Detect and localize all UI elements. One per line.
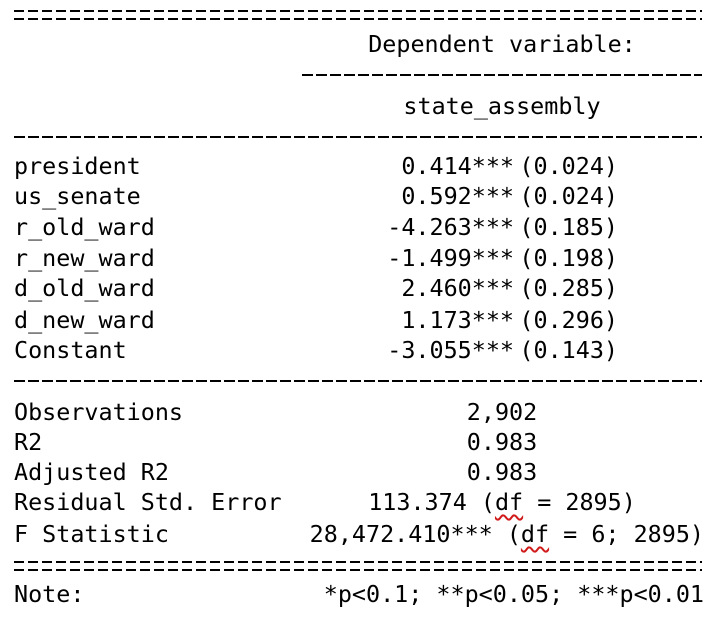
coef-estimate: -1.499***: [387, 244, 514, 272]
coef-name: d_old_ward: [14, 274, 155, 302]
coef-name: r_new_ward: [14, 244, 155, 272]
f-value-prefix: 28,472.410*** (: [309, 520, 521, 548]
rse-value: 113.374 (df = 2895): [302, 487, 702, 518]
f-stat-label: F Statistic: [14, 520, 169, 548]
r2-label: R2: [14, 428, 43, 456]
observations-label: Observations: [14, 398, 183, 426]
top-double-rule: [14, 10, 702, 20]
coef-estimate: -3.055***: [387, 336, 514, 364]
adj-r2-label: Adjusted R2: [14, 458, 169, 486]
f-value-suffix: = 6; 2895): [549, 520, 704, 548]
coef-estimate: 2.460***: [401, 274, 514, 302]
note-label: Note:: [14, 580, 85, 608]
stats-top-rule: [14, 380, 702, 382]
header-rule: [302, 74, 702, 76]
r2-value: 0.983: [466, 428, 538, 456]
coef-se: (0.024): [519, 182, 618, 210]
rse-value-suffix: = 2895): [523, 488, 636, 516]
coef-name: president: [14, 152, 141, 180]
f-stat-value: 28,472.410*** (df = 6; 2895): [310, 519, 704, 550]
coef-name: Constant: [14, 336, 127, 364]
rse-value-prefix: 113.374 (: [368, 488, 495, 516]
coef-name: d_new_ward: [14, 306, 155, 334]
coef-name: r_old_ward: [14, 213, 155, 241]
dependent-variable-title: Dependent variable:: [368, 30, 636, 58]
f-df: df: [520, 520, 550, 548]
rse-df: df: [494, 488, 524, 516]
coef-se: (0.185): [519, 213, 618, 241]
coef-se: (0.285): [519, 274, 618, 302]
observations-value: 2,902: [466, 398, 538, 426]
note-text: *p<0.1; **p<0.05; ***p<0.01: [323, 580, 704, 608]
coef-estimate: -4.263***: [387, 213, 514, 241]
bottom-double-rule: [14, 561, 702, 571]
coef-top-rule: [14, 136, 702, 138]
coef-se: (0.024): [519, 152, 618, 180]
coef-se: (0.198): [519, 244, 618, 272]
rse-label: Residual Std. Error: [14, 488, 282, 516]
coef-se: (0.296): [519, 306, 618, 334]
adj-r2-value: 0.983: [466, 458, 538, 486]
regression-table: Dependent variable: state_assembly presi…: [14, 0, 704, 624]
coef-name: us_senate: [14, 182, 141, 210]
coef-se: (0.143): [519, 336, 618, 364]
coef-estimate: 0.414***: [401, 152, 514, 180]
model-name: state_assembly: [403, 92, 601, 120]
coef-estimate: 0.592***: [401, 182, 514, 210]
coef-estimate: 1.173***: [401, 306, 514, 334]
